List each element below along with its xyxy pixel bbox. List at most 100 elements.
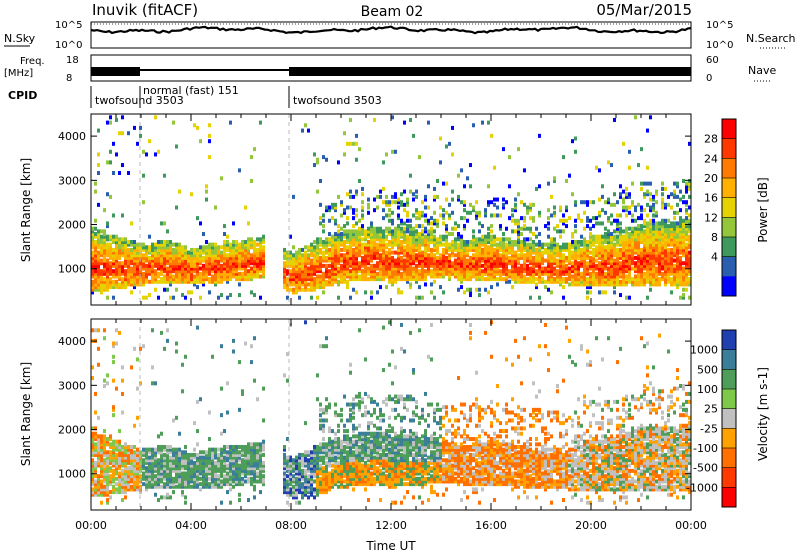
velocity-cell-349 bbox=[139, 468, 142, 473]
velocity-cell-267 bbox=[124, 455, 127, 460]
power-cell-3401 bbox=[631, 258, 634, 263]
power-cell-3016 bbox=[580, 200, 583, 205]
power-cell-1670 bbox=[382, 232, 385, 237]
velocity-cell-496 bbox=[166, 458, 169, 463]
power-cell-3723 bbox=[664, 202, 667, 207]
velocity-cell-662 bbox=[199, 468, 202, 473]
velocity-cell-474 bbox=[163, 468, 166, 473]
power-cell-2751 bbox=[538, 269, 541, 274]
power-cell-3830 bbox=[676, 184, 679, 189]
velocity-cell-612 bbox=[187, 458, 190, 463]
velocity-cell-436 bbox=[157, 482, 160, 487]
power-cell-3318 bbox=[622, 274, 625, 279]
power-cell-1389 bbox=[346, 261, 349, 266]
velocity-cell-869 bbox=[241, 482, 244, 487]
power-cell-2010 bbox=[424, 218, 427, 223]
power-cell-992 bbox=[262, 245, 265, 250]
power-cell-791 bbox=[223, 242, 226, 247]
power-cell-3124 bbox=[598, 279, 601, 284]
power-cell-2183 bbox=[451, 247, 454, 252]
power-cell-3353 bbox=[625, 250, 628, 255]
velocity-cell-97 bbox=[100, 434, 103, 439]
power-cell-3812 bbox=[676, 258, 679, 263]
power-cell-1347 bbox=[340, 253, 343, 258]
power-cell-2575 bbox=[511, 258, 514, 263]
power-cell-194 bbox=[115, 258, 118, 263]
power-cell-3046 bbox=[586, 266, 589, 271]
power-cell-740 bbox=[214, 261, 217, 266]
power-cell-3722 bbox=[664, 205, 667, 210]
power-cell-1166 bbox=[313, 245, 316, 250]
power-cell-1960 bbox=[418, 239, 421, 244]
power-cell-910 bbox=[247, 258, 250, 263]
power-cell-2777 bbox=[541, 250, 544, 255]
power-cell-3503 bbox=[643, 261, 646, 266]
power-cell-2315 bbox=[472, 271, 475, 276]
velocity-cell-157 bbox=[109, 458, 112, 463]
power-cell-339 bbox=[139, 269, 142, 274]
power-cell-956 bbox=[256, 263, 259, 268]
power-cell-430 bbox=[154, 115, 157, 120]
power-cell-785 bbox=[223, 258, 226, 263]
velocity-cell-71 bbox=[97, 415, 100, 420]
power-cell-1624 bbox=[376, 237, 379, 242]
power-cell-3493 bbox=[640, 186, 643, 191]
power-cell-3646 bbox=[658, 279, 661, 284]
power-cell-1507 bbox=[361, 263, 364, 268]
power-cell-982 bbox=[262, 271, 265, 276]
power-cell-3770 bbox=[670, 224, 673, 229]
velocity-cell-187 bbox=[112, 360, 115, 365]
velocity-cell-55 bbox=[97, 482, 100, 487]
power-cell-2006 bbox=[424, 237, 427, 242]
velocity-cell-74 bbox=[97, 328, 100, 333]
velocity-cell-327 bbox=[136, 479, 139, 484]
power-cell-1061 bbox=[295, 271, 298, 276]
power-cell-3523 bbox=[646, 295, 649, 300]
power-cell-3114 bbox=[595, 247, 598, 252]
power-cell-1645 bbox=[379, 239, 382, 244]
power-cell-2938 bbox=[568, 216, 571, 221]
power-cell-1341 bbox=[340, 271, 343, 276]
power-cell-936 bbox=[253, 293, 256, 298]
power-cell-3304 bbox=[619, 239, 622, 244]
velocity-cell-631 bbox=[193, 474, 196, 479]
power-cell-2768 bbox=[541, 279, 544, 284]
power-cell-3698 bbox=[664, 279, 667, 284]
power-cell-1007 bbox=[283, 253, 286, 258]
power-cell-3240 bbox=[610, 163, 613, 168]
power-cell-3731 bbox=[667, 263, 670, 268]
power-cell-3479 bbox=[640, 253, 643, 258]
power-cell-1751 bbox=[394, 271, 397, 276]
power-cell-803 bbox=[226, 261, 229, 266]
velocity-cell-557 bbox=[178, 471, 181, 476]
power-cell-3781 bbox=[673, 263, 676, 268]
velocity-cell-852 bbox=[238, 498, 241, 503]
power-cell-3229 bbox=[610, 250, 613, 255]
power-cell-2008 bbox=[424, 229, 427, 234]
power-cell-20 bbox=[91, 232, 94, 237]
power-cell-587 bbox=[184, 263, 187, 268]
power-cell-2618 bbox=[517, 247, 520, 252]
power-cell-1445 bbox=[352, 237, 355, 242]
power-cell-1066 bbox=[295, 258, 298, 263]
power-cell-193 bbox=[115, 261, 118, 266]
power-cell-1320 bbox=[337, 269, 340, 274]
velocity-cell-421 bbox=[154, 479, 157, 484]
power-cell-1896 bbox=[409, 117, 412, 122]
power-cell-3763 bbox=[670, 242, 673, 247]
power-cell-71 bbox=[97, 171, 100, 176]
power-cell-3253 bbox=[613, 253, 616, 258]
power-cell-1621 bbox=[376, 247, 379, 252]
power-cell-2946 bbox=[571, 263, 574, 268]
power-cell-1175 bbox=[316, 274, 319, 279]
power-cell-2023 bbox=[427, 247, 430, 252]
velocity-cell-553 bbox=[178, 482, 181, 487]
power-cell-668 bbox=[202, 282, 205, 287]
power-cell-987 bbox=[262, 258, 265, 263]
power-cell-1805 bbox=[400, 255, 403, 260]
power-cell-3371 bbox=[628, 277, 631, 282]
power-cell-1317 bbox=[337, 279, 340, 284]
power-cell-2520 bbox=[502, 255, 505, 260]
power-cell-3178 bbox=[604, 261, 607, 266]
